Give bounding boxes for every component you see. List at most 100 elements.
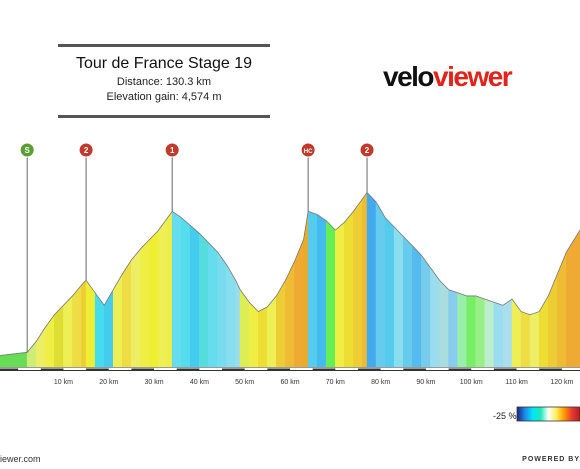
distance-strip-segment <box>290 368 313 370</box>
x-tick-label: 60 km <box>280 379 299 386</box>
profile-segment <box>335 221 345 369</box>
profile-segment <box>393 226 404 369</box>
profile-segment <box>475 295 486 369</box>
profile-segment <box>547 273 558 369</box>
profile-segment <box>54 304 64 369</box>
distance-strip-segment <box>380 368 404 370</box>
distance-strip-segment <box>516 368 540 370</box>
logo-velo: velo <box>383 61 435 92</box>
profile-segment <box>493 301 504 369</box>
profile-outline <box>0 191 580 356</box>
profile-segment <box>257 306 268 369</box>
distance-strip-segment <box>63 368 87 370</box>
logo-viewer: viewer <box>433 61 513 92</box>
profile-segment <box>122 258 132 369</box>
distance-strip-segment <box>425 368 449 370</box>
profile-segment <box>325 219 336 369</box>
profile-segment <box>140 238 150 369</box>
distance-strip-segment <box>154 368 177 370</box>
distance-strip-segment <box>561 368 580 370</box>
profile-segments <box>0 191 580 371</box>
profile-segment <box>26 340 37 369</box>
climb-marker-circle <box>359 142 375 158</box>
profile-segment <box>366 191 377 369</box>
profile-segment <box>430 266 440 369</box>
x-tick-label: 110 km <box>505 379 528 386</box>
profile-segment <box>421 254 431 369</box>
profile-segment <box>384 216 395 369</box>
x-tick-label: 70 km <box>326 379 345 386</box>
profile-segment <box>63 295 73 369</box>
distance-strip-segment <box>244 368 268 370</box>
x-tick-label: 30 km <box>145 379 164 386</box>
profile-segment <box>353 197 363 369</box>
distance-strip-segment <box>471 368 494 370</box>
profile-segment <box>566 229 580 369</box>
distance-strip-segment <box>108 368 132 370</box>
profile-segment <box>131 248 141 369</box>
climb-marker-label: S <box>25 146 31 155</box>
veloviewer-logo: veloviewer <box>383 61 513 92</box>
climb-marker-circle <box>78 142 94 158</box>
distance-text: Distance: 130.3 km <box>116 76 212 88</box>
profile-segment <box>402 235 413 369</box>
x-tick-label: 50 km <box>235 379 254 386</box>
profile-segment <box>362 191 368 369</box>
x-tick-label: 10 km <box>54 379 73 386</box>
profile-segment <box>520 311 531 369</box>
climb-marker-label: HC <box>304 149 313 155</box>
profile-segment <box>35 326 46 369</box>
distance-strip-segment <box>199 368 223 370</box>
climb-marker-circle <box>164 142 180 158</box>
profile-segment <box>466 295 477 369</box>
profile-segment <box>484 298 495 369</box>
profile-segment <box>72 284 82 369</box>
climb-marker-circle <box>300 142 316 158</box>
gradient-legend-bar <box>516 406 580 422</box>
x-tick-label: 20 km <box>99 379 118 386</box>
x-tick-label: 90 km <box>416 379 435 386</box>
profile-segment <box>448 289 458 369</box>
profile-segment <box>226 263 236 369</box>
climb-markers: S 2 1 HC 2 <box>19 142 375 158</box>
profile-segment <box>239 288 250 369</box>
climb-marker-label: 1 <box>170 146 175 155</box>
x-tick-label: 80 km <box>371 379 390 386</box>
distance-strip-segment <box>18 368 41 370</box>
profile-segment <box>217 251 227 369</box>
x-tick-label: 100 km <box>460 379 483 386</box>
profile-segment <box>457 292 468 369</box>
gradient-legend <box>516 406 580 422</box>
profile-segment <box>248 301 259 369</box>
footer-powered-by: POWERED BY <box>522 456 580 463</box>
profile-segment <box>45 313 55 369</box>
profile-segment <box>85 279 96 369</box>
profile-segment <box>81 279 87 369</box>
x-tick-labels: 10 km 20 km 30 km 40 km 50 km 60 km 70 km 80 km… <box>54 379 574 386</box>
profile-segment <box>307 210 318 369</box>
profile-segment <box>180 216 191 369</box>
profile-segment <box>199 232 209 369</box>
climb-marker-label: 2 <box>84 146 89 155</box>
profile-segment <box>529 311 540 369</box>
profile-segment <box>502 298 513 369</box>
profile-segment <box>190 224 200 369</box>
climb-marker-lines <box>26 157 368 353</box>
x-tick-label: 120 km <box>550 379 573 386</box>
legend-label: -25 % <box>493 411 517 421</box>
profile-segment <box>208 241 218 369</box>
title-rule-bottom <box>58 115 270 118</box>
profile-segment <box>557 251 567 369</box>
climb-marker-label: 2 <box>365 146 370 155</box>
profile-segment <box>171 210 182 369</box>
profile-segment <box>167 210 173 369</box>
title-rule-top <box>58 44 270 47</box>
chart-title: Tour de France Stage 19 <box>75 55 253 72</box>
x-tick-label: 40 km <box>190 379 209 386</box>
profile-segment <box>538 294 549 369</box>
profile-segment <box>316 213 327 369</box>
profile-segment <box>149 229 159 369</box>
profile-segment <box>439 279 449 369</box>
profile-segment <box>375 200 386 369</box>
